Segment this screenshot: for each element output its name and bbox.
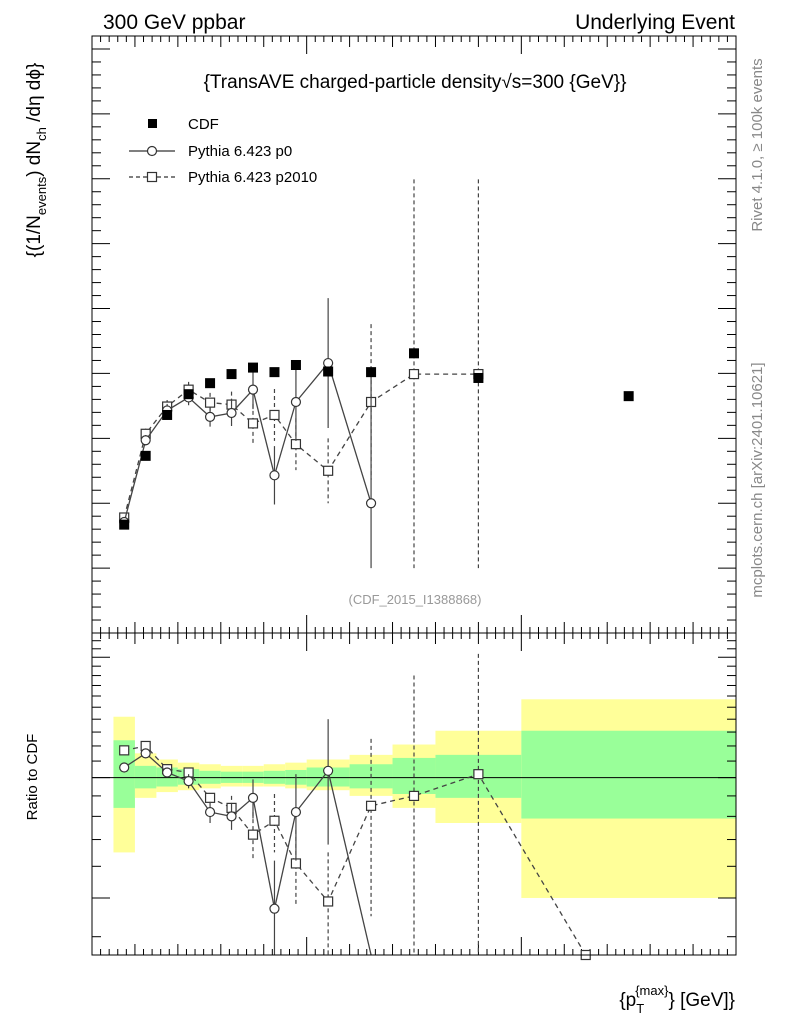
header-left: 300 GeV ppbar [103, 11, 245, 34]
legend: CDF Pythia 6.423 p0 Pythia 6.423 p2010 [129, 116, 317, 186]
ratio-panel: Ratio to CDF {pT {max}} [GeV]} [24, 632, 737, 1016]
p0-main-line [123, 361, 372, 523]
p0-main-point [204, 411, 216, 423]
ylabel-sub2: ch [34, 127, 49, 141]
p0-ratio-point [247, 792, 259, 803]
band-green [521, 730, 736, 819]
p2010-main-point [323, 465, 334, 476]
p0-ratio-point [226, 811, 237, 822]
xlabel-sub: T [636, 1001, 644, 1016]
ratio-frame [91, 632, 737, 956]
ratio-xlabel: {pT {max}} [GeV]} [619, 983, 735, 1016]
legend-label-p2010: Pythia 6.423 p2010 [188, 169, 317, 186]
p2010-ratio-point [323, 896, 334, 907]
p2010-ratio-point [204, 792, 216, 803]
p0-ratio-point [204, 806, 216, 818]
cdf-main-point [366, 367, 377, 378]
p2010-main-point [290, 439, 302, 450]
p0-ratio-point [290, 806, 302, 818]
p0-main-point [290, 396, 302, 408]
p0-ratio-point [323, 765, 334, 776]
main-ylabel: {(1/Nevents) dNch /dη dϕ} [24, 63, 49, 258]
xlabel-post: } [GeV]} [668, 990, 735, 1011]
ylabel-mid: ) dN [24, 141, 45, 177]
p0-ratio-point [119, 762, 130, 773]
p2010-ratio-point [269, 815, 280, 826]
cdf-main-point [162, 409, 173, 420]
ratio-series [119, 653, 591, 961]
cdf-main-point [290, 359, 301, 370]
main-series [119, 179, 634, 569]
p2010-ratio-point [119, 745, 130, 756]
p2010-main-point [247, 418, 259, 429]
cdf-main-point [183, 389, 194, 400]
p0-ratio-point [162, 767, 173, 778]
p0-main-point [365, 498, 377, 509]
rivet-label: Rivet 4.1.0, ≥ 100k events [749, 58, 766, 231]
legend-label-cdf: CDF [188, 116, 219, 133]
cdf-main-point [323, 366, 334, 377]
ylabel-pre: {(1/N [24, 215, 45, 257]
main-title: {TransAVE charged-particle density√s=300… [204, 72, 627, 93]
cdf-main-point [623, 391, 634, 402]
cdf-main-point [248, 362, 258, 373]
ylabel-sub1: events [34, 176, 49, 215]
header-right: Underlying Event [575, 11, 735, 34]
cdf-main-point [226, 369, 237, 380]
cdf-main-point [119, 519, 130, 530]
legend-marker-p2010 [146, 171, 158, 183]
p0-main-point [247, 384, 259, 395]
p0-main-point [140, 435, 151, 446]
p2010-ratio-point [408, 790, 420, 802]
p0-ratio-point [140, 748, 151, 759]
p2010-ratio-point [473, 769, 484, 780]
cdf-main-point [473, 372, 484, 383]
analysis-id: (CDF_2015_I1388868) [349, 592, 482, 607]
mcplots-label: mcplots.cern.ch [arXiv:2401.10621] [749, 362, 766, 597]
p2010-main-point [204, 397, 216, 408]
band-green [134, 765, 157, 789]
p2010-ratio-point [247, 829, 259, 840]
p2010-main-point [408, 368, 420, 380]
main-ticks [91, 35, 737, 634]
cdf-main-point [205, 378, 216, 389]
cdf-main-point [409, 348, 419, 359]
p0-main-point [226, 407, 237, 419]
xlabel-pre: {p [619, 990, 636, 1011]
main-panel: {TransAVE charged-particle density√s=300… [24, 35, 737, 634]
band-green [113, 740, 135, 808]
cdf-main-point [140, 450, 151, 461]
cdf-main-point [269, 367, 280, 378]
p2010-main-point [269, 409, 280, 421]
xlabel-sup: {max} [635, 983, 669, 998]
legend-marker-cdf [148, 119, 157, 128]
legend-label-p0: Pythia 6.423 p0 [188, 143, 292, 160]
legend-marker-p0 [146, 145, 158, 157]
p2010-ratio-point [365, 800, 377, 811]
p0-ratio-point [269, 903, 280, 914]
ratio-ylabel: Ratio to CDF [24, 734, 41, 821]
p0-ratio-point [183, 776, 194, 787]
ylabel-post: /dη dϕ} [24, 63, 45, 128]
p0-main-point [323, 357, 334, 369]
p0-main-point [269, 470, 280, 481]
